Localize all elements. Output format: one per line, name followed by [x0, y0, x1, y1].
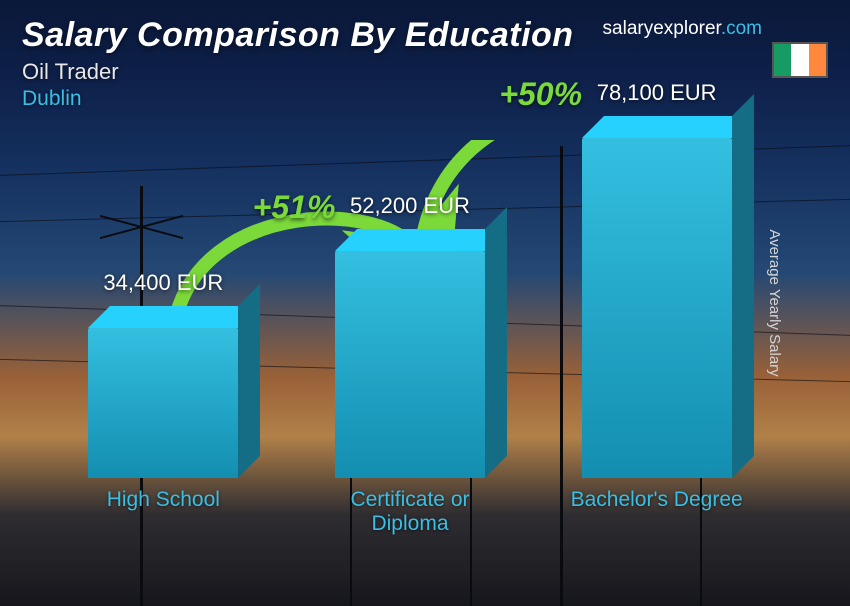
brand-label: salaryexplorer.com [603, 18, 762, 40]
bar-category: High School [107, 488, 220, 536]
bar-category: Bachelor's Degree [571, 488, 743, 536]
brand-suffix: .com [721, 18, 762, 39]
bar-0: 34,400 EUR High School [63, 328, 263, 536]
bar-category: Certificate or Diploma [310, 488, 510, 536]
brand-name: salaryexplorer [603, 18, 721, 39]
bar-2: 78,100 EUR Bachelor's Degree [557, 138, 757, 536]
increase-label: +51% [253, 189, 336, 226]
flag-icon [772, 42, 828, 78]
bar-1: 52,200 EUR Certificate or Diploma [310, 251, 510, 536]
salary-chart: 34,400 EUR High School 52,200 EUR Certif… [40, 140, 780, 584]
increase-label: +50% [499, 76, 582, 113]
bar-value: 34,400 EUR [53, 270, 273, 296]
